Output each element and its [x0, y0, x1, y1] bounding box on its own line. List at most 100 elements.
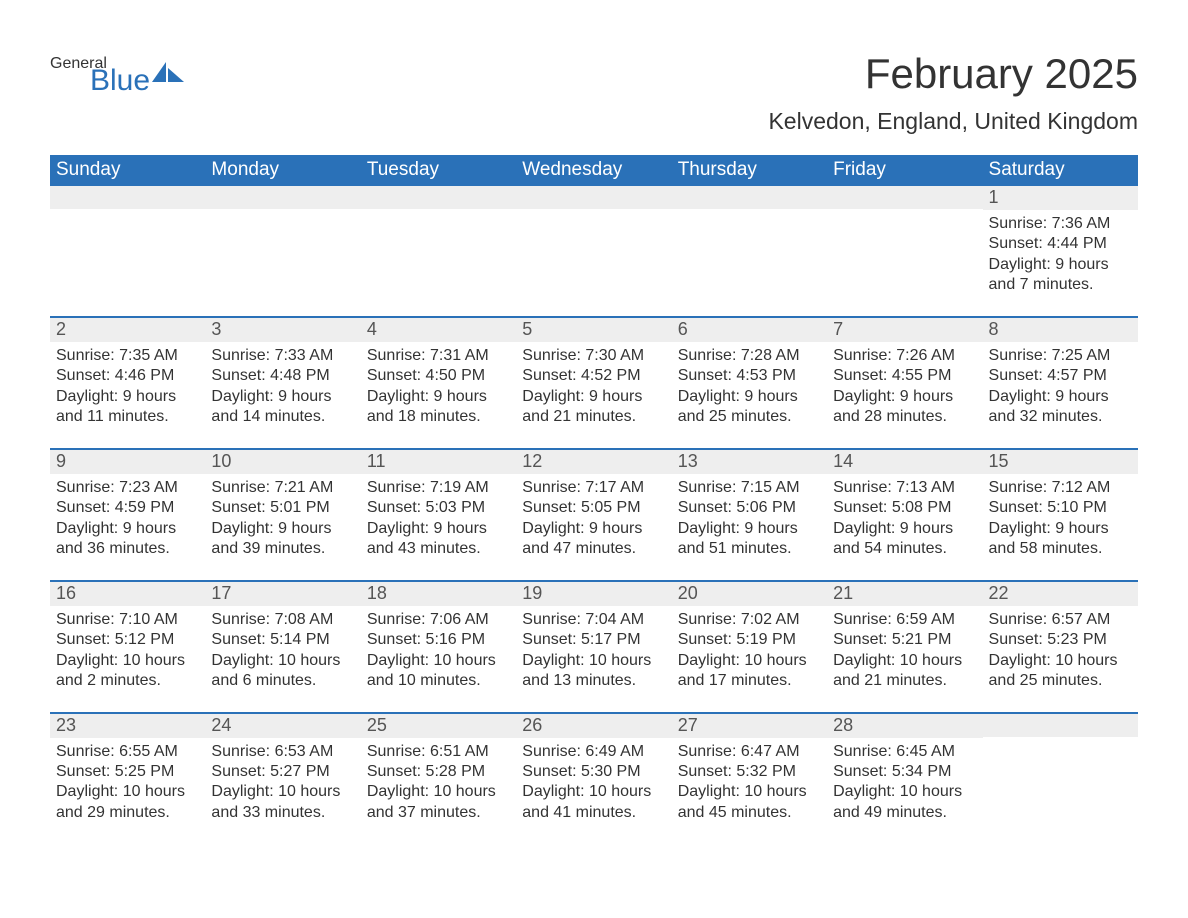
day-body: [672, 209, 827, 217]
day-number: 9: [50, 450, 205, 474]
sunrise-text: Sunrise: 7:04 AM: [522, 610, 665, 630]
sunset-text: Sunset: 5:32 PM: [678, 762, 821, 782]
daylight-line1: Daylight: 9 hours: [522, 519, 665, 539]
day-cell: 16Sunrise: 7:10 AMSunset: 5:12 PMDayligh…: [50, 582, 205, 696]
header: General Blue February 2025 Kelvedon, Eng…: [50, 50, 1138, 149]
daylight-line2: and 45 minutes.: [678, 803, 821, 823]
daylight-line2: and 2 minutes.: [56, 671, 199, 691]
day-cell: 17Sunrise: 7:08 AMSunset: 5:14 PMDayligh…: [205, 582, 360, 696]
day-cell: 8Sunrise: 7:25 AMSunset: 4:57 PMDaylight…: [983, 318, 1138, 432]
day-cell: 5Sunrise: 7:30 AMSunset: 4:52 PMDaylight…: [516, 318, 671, 432]
daylight-line2: and 10 minutes.: [367, 671, 510, 691]
day-number: 22: [983, 582, 1138, 606]
sunset-text: Sunset: 4:57 PM: [989, 366, 1132, 386]
sunrise-text: Sunrise: 6:47 AM: [678, 742, 821, 762]
sunrise-text: Sunrise: 7:26 AM: [833, 346, 976, 366]
day-cell: 24Sunrise: 6:53 AMSunset: 5:27 PMDayligh…: [205, 714, 360, 828]
week-row: 1Sunrise: 7:36 AMSunset: 4:44 PMDaylight…: [50, 186, 1138, 300]
day-cell: 21Sunrise: 6:59 AMSunset: 5:21 PMDayligh…: [827, 582, 982, 696]
day-body: Sunrise: 7:04 AMSunset: 5:17 PMDaylight:…: [516, 606, 671, 696]
daylight-line1: Daylight: 10 hours: [522, 651, 665, 671]
day-number: 14: [827, 450, 982, 474]
daylight-line1: Daylight: 10 hours: [522, 782, 665, 802]
daylight-line2: and 54 minutes.: [833, 539, 976, 559]
day-number: [516, 186, 671, 209]
sunrise-text: Sunrise: 7:31 AM: [367, 346, 510, 366]
sunrise-text: Sunrise: 7:15 AM: [678, 478, 821, 498]
logo: General Blue: [50, 50, 184, 96]
daylight-line1: Daylight: 10 hours: [678, 782, 821, 802]
day-cell: 10Sunrise: 7:21 AMSunset: 5:01 PMDayligh…: [205, 450, 360, 564]
day-cell: [827, 186, 982, 300]
sunset-text: Sunset: 4:52 PM: [522, 366, 665, 386]
daylight-line2: and 6 minutes.: [211, 671, 354, 691]
day-number: [827, 186, 982, 209]
daylight-line2: and 33 minutes.: [211, 803, 354, 823]
location: Kelvedon, England, United Kingdom: [768, 108, 1138, 135]
sunrise-text: Sunrise: 7:30 AM: [522, 346, 665, 366]
day-body: [205, 209, 360, 217]
daylight-line2: and 58 minutes.: [989, 539, 1132, 559]
sunrise-text: Sunrise: 7:08 AM: [211, 610, 354, 630]
daylight-line1: Daylight: 10 hours: [367, 782, 510, 802]
day-number: 7: [827, 318, 982, 342]
sunset-text: Sunset: 5:14 PM: [211, 630, 354, 650]
sunset-text: Sunset: 5:10 PM: [989, 498, 1132, 518]
day-number: 27: [672, 714, 827, 738]
day-cell: [516, 186, 671, 300]
flag-icon: [152, 62, 184, 86]
daylight-line2: and 11 minutes.: [56, 407, 199, 427]
sunset-text: Sunset: 5:27 PM: [211, 762, 354, 782]
daylight-line1: Daylight: 9 hours: [522, 387, 665, 407]
daylight-line2: and 25 minutes.: [989, 671, 1132, 691]
day-cell: 2Sunrise: 7:35 AMSunset: 4:46 PMDaylight…: [50, 318, 205, 432]
day-number: 21: [827, 582, 982, 606]
day-body: Sunrise: 6:55 AMSunset: 5:25 PMDaylight:…: [50, 738, 205, 828]
day-cell: 22Sunrise: 6:57 AMSunset: 5:23 PMDayligh…: [983, 582, 1138, 696]
day-body: [516, 209, 671, 217]
sunset-text: Sunset: 5:17 PM: [522, 630, 665, 650]
weeks-container: 1Sunrise: 7:36 AMSunset: 4:44 PMDaylight…: [50, 186, 1138, 827]
sunrise-text: Sunrise: 7:02 AM: [678, 610, 821, 630]
daylight-line1: Daylight: 9 hours: [367, 387, 510, 407]
sunrise-text: Sunrise: 7:06 AM: [367, 610, 510, 630]
sunset-text: Sunset: 5:16 PM: [367, 630, 510, 650]
day-number: 12: [516, 450, 671, 474]
daylight-line1: Daylight: 9 hours: [211, 519, 354, 539]
day-number: 20: [672, 582, 827, 606]
sunset-text: Sunset: 5:12 PM: [56, 630, 199, 650]
daylight-line1: Daylight: 9 hours: [833, 387, 976, 407]
day-number: 4: [361, 318, 516, 342]
day-body: Sunrise: 7:36 AMSunset: 4:44 PMDaylight:…: [983, 210, 1138, 300]
daylight-line2: and 28 minutes.: [833, 407, 976, 427]
day-cell: [50, 186, 205, 300]
day-body: Sunrise: 7:30 AMSunset: 4:52 PMDaylight:…: [516, 342, 671, 432]
day-body: Sunrise: 7:33 AMSunset: 4:48 PMDaylight:…: [205, 342, 360, 432]
day-body: Sunrise: 7:25 AMSunset: 4:57 PMDaylight:…: [983, 342, 1138, 432]
day-number: 5: [516, 318, 671, 342]
daylight-line2: and 51 minutes.: [678, 539, 821, 559]
day-number: [983, 714, 1138, 737]
day-body: Sunrise: 7:23 AMSunset: 4:59 PMDaylight:…: [50, 474, 205, 564]
day-body: Sunrise: 6:57 AMSunset: 5:23 PMDaylight:…: [983, 606, 1138, 696]
day-number: 13: [672, 450, 827, 474]
sunset-text: Sunset: 5:28 PM: [367, 762, 510, 782]
day-body: Sunrise: 7:10 AMSunset: 5:12 PMDaylight:…: [50, 606, 205, 696]
sunset-text: Sunset: 4:53 PM: [678, 366, 821, 386]
day-body: Sunrise: 7:08 AMSunset: 5:14 PMDaylight:…: [205, 606, 360, 696]
day-body: Sunrise: 7:13 AMSunset: 5:08 PMDaylight:…: [827, 474, 982, 564]
sunset-text: Sunset: 4:48 PM: [211, 366, 354, 386]
daylight-line2: and 43 minutes.: [367, 539, 510, 559]
sunset-text: Sunset: 4:44 PM: [989, 234, 1132, 254]
sunrise-text: Sunrise: 7:23 AM: [56, 478, 199, 498]
weekday-wed: Wednesday: [516, 155, 671, 186]
sunset-text: Sunset: 5:19 PM: [678, 630, 821, 650]
sunset-text: Sunset: 5:05 PM: [522, 498, 665, 518]
day-body: Sunrise: 6:49 AMSunset: 5:30 PMDaylight:…: [516, 738, 671, 828]
daylight-line2: and 18 minutes.: [367, 407, 510, 427]
day-number: 26: [516, 714, 671, 738]
daylight-line1: Daylight: 9 hours: [678, 387, 821, 407]
day-body: Sunrise: 7:21 AMSunset: 5:01 PMDaylight:…: [205, 474, 360, 564]
day-cell: 4Sunrise: 7:31 AMSunset: 4:50 PMDaylight…: [361, 318, 516, 432]
day-number: 8: [983, 318, 1138, 342]
